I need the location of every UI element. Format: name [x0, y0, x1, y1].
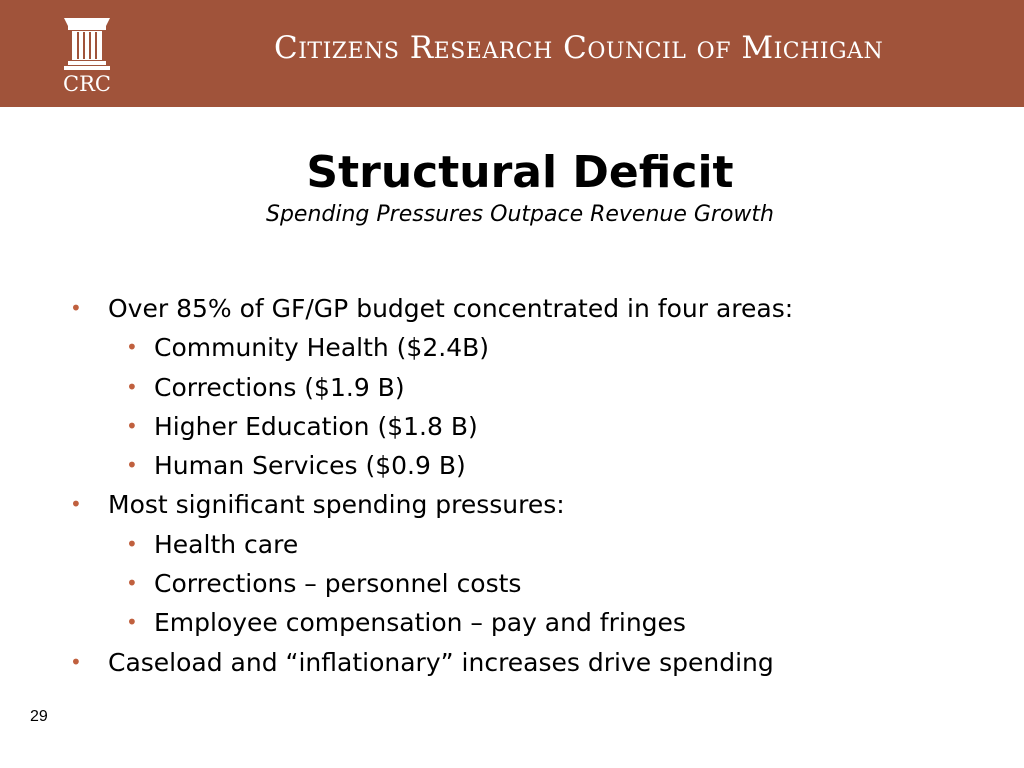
bullet-list: • Over 85% of GF/GP budget concentrated …	[70, 289, 990, 682]
bullet-text: Employee compensation – pay and fringes	[154, 608, 686, 638]
slide-subtitle: Spending Pressures Outpace Revenue Growt…	[266, 202, 774, 227]
bullet-item: • Employee compensation – pay and fringe…	[70, 603, 990, 642]
bullet-item: • Corrections – personnel costs	[70, 564, 990, 603]
bullet-text: Caseload and “inflationary” increases dr…	[108, 647, 774, 677]
bullet-icon: •	[126, 335, 138, 360]
page-number: 29	[30, 708, 48, 725]
bullet-icon: •	[126, 453, 138, 478]
crc-logo: CRC	[58, 14, 116, 98]
bullet-text: Human Services ($0.9 B)	[154, 451, 466, 481]
bullet-icon: •	[70, 492, 82, 517]
bullet-item: • Corrections ($1.9 B)	[70, 368, 990, 407]
bullet-text: Corrections – personnel costs	[154, 569, 522, 599]
bullet-icon: •	[126, 531, 138, 556]
bullet-text: Community Health ($2.4B)	[154, 333, 489, 363]
bullet-item: • Higher Education ($1.8 B)	[70, 407, 990, 446]
logo-text: CRC	[63, 72, 111, 96]
bullet-text: Corrections ($1.9 B)	[154, 372, 405, 402]
organization-name: Citizens Research Council of Michigan	[274, 30, 884, 66]
bullet-text: Over 85% of GF/GP budget concentrated in…	[108, 294, 794, 323]
bullet-item: • Over 85% of GF/GP budget concentrated …	[70, 289, 990, 328]
column-icon	[64, 18, 110, 70]
bullet-icon: •	[126, 374, 138, 399]
bullet-text: Health care	[154, 529, 299, 559]
bullet-item: • Health care	[70, 525, 990, 564]
bullet-item: • Caseload and “inflationary” increases …	[70, 643, 990, 682]
bullet-icon: •	[126, 413, 138, 438]
bullet-item: • Most significant spending pressures:	[70, 485, 990, 524]
header-banner: CRC Citizens Research Council of Michiga…	[0, 0, 1024, 107]
bullet-item: • Human Services ($0.9 B)	[70, 446, 990, 485]
bullet-icon: •	[126, 571, 138, 596]
bullet-icon: •	[126, 610, 138, 635]
bullet-item: • Community Health ($2.4B)	[70, 328, 990, 367]
slide-title: Structural Deficit	[306, 147, 734, 198]
bullet-icon: •	[70, 296, 82, 320]
bullet-text: Most significant spending pressures:	[108, 490, 565, 520]
bullet-icon: •	[70, 649, 82, 674]
bullet-text: Higher Education ($1.8 B)	[154, 411, 478, 441]
